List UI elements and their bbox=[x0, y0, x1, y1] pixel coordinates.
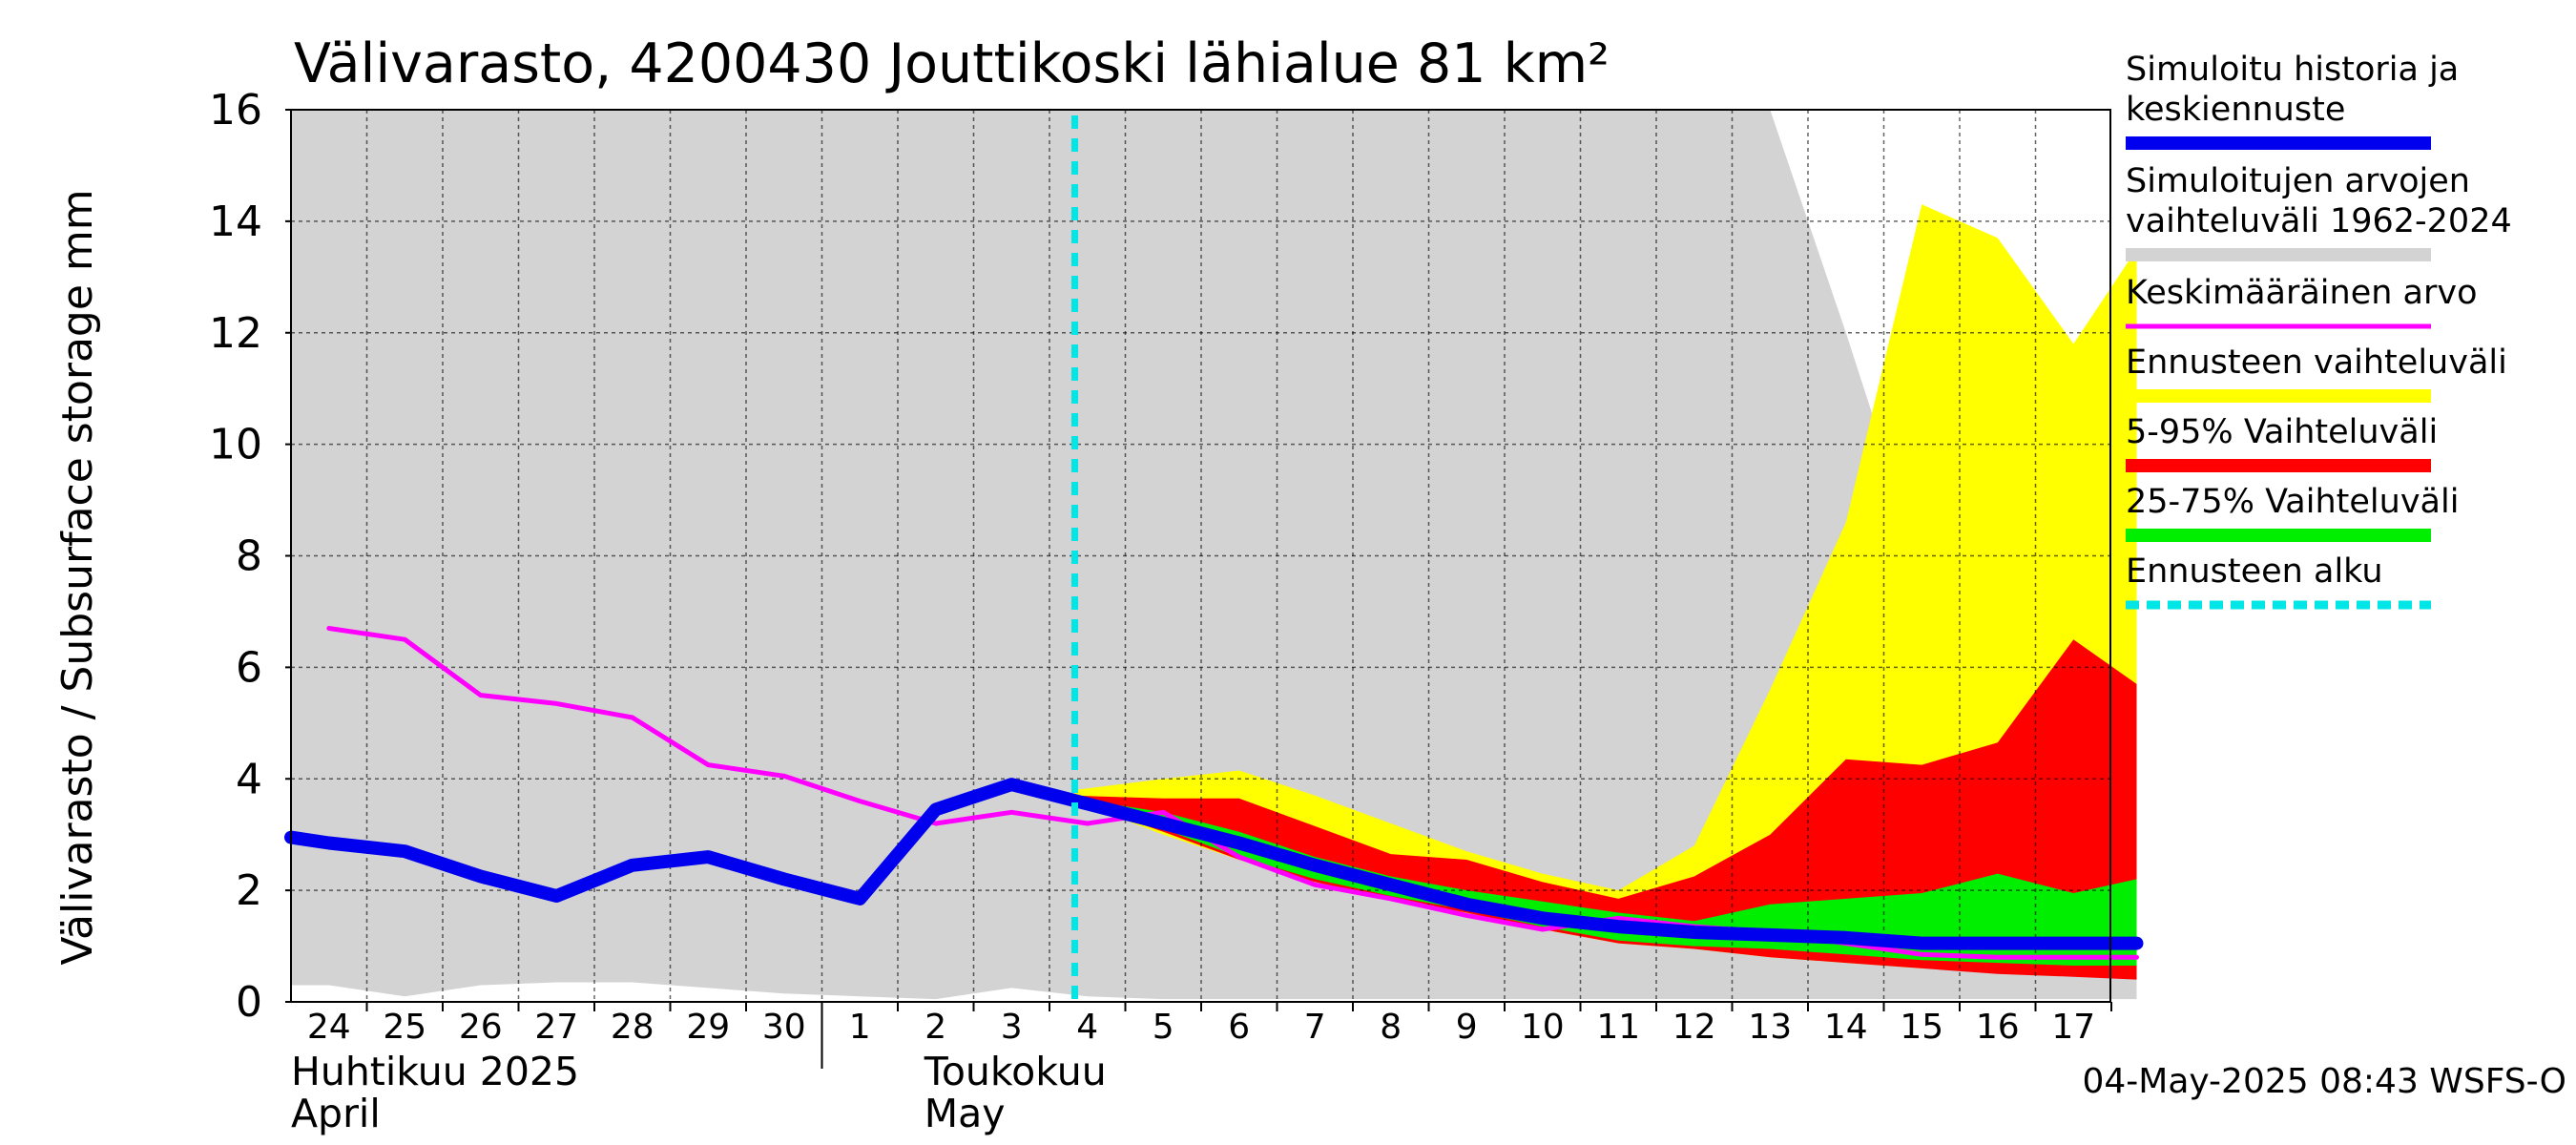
timestamp-label: 04-May-2025 08:43 WSFS-O bbox=[2082, 1062, 2566, 1101]
grid bbox=[291, 110, 2110, 1002]
x-tick-label-17: 11 bbox=[1596, 1008, 1640, 1047]
legend: Simuloitu historia jakeskiennusteSimuloi… bbox=[2126, 51, 2512, 610]
plot-area bbox=[284, 110, 2144, 1002]
legend-label-3-0: Ennusteen vaihteluväli bbox=[2126, 344, 2507, 382]
x-tick-label-6: 30 bbox=[762, 1008, 806, 1047]
x-tick-label-21: 15 bbox=[1900, 1008, 1943, 1047]
legend-label-6-0: Ennusteen alku bbox=[2126, 552, 2383, 591]
month-label-en-1: May bbox=[924, 1091, 1006, 1136]
x-tick-label-9: 3 bbox=[1001, 1008, 1023, 1047]
x-tick-label-12: 6 bbox=[1228, 1008, 1250, 1047]
x-tick-label-5: 29 bbox=[686, 1008, 730, 1047]
y-tick-label-1: 2 bbox=[236, 866, 262, 915]
legend-label-1-0: Simuloitujen arvojen bbox=[2126, 162, 2470, 200]
legend-item-6: Ennusteen alku bbox=[2126, 552, 2431, 610]
y-tick-label-6: 12 bbox=[209, 309, 262, 358]
x-tick-label-1: 25 bbox=[383, 1008, 426, 1047]
x-tick-label-2: 26 bbox=[459, 1008, 503, 1047]
y-tick-label-8: 16 bbox=[209, 86, 262, 135]
legend-item-3: Ennusteen vaihteluväli bbox=[2126, 344, 2507, 403]
x-tick-label-18: 12 bbox=[1672, 1008, 1716, 1047]
legend-label-4-0: 5-95% Vaihteluväli bbox=[2126, 413, 2438, 451]
legend-item-4: 5-95% Vaihteluväli bbox=[2126, 413, 2438, 472]
x-tick-label-0: 24 bbox=[307, 1008, 351, 1047]
legend-item-5: 25-75% Vaihteluväli bbox=[2126, 483, 2459, 542]
x-tick-label-19: 13 bbox=[1748, 1008, 1792, 1047]
x-tick-label-4: 28 bbox=[611, 1008, 654, 1047]
month-label-fi-0: Huhtikuu 2025 bbox=[291, 1049, 579, 1094]
x-tick-label-16: 10 bbox=[1521, 1008, 1565, 1047]
y-tick-label-7: 14 bbox=[209, 198, 262, 246]
month-label-en-0: April bbox=[291, 1091, 381, 1136]
x-tick-label-13: 7 bbox=[1304, 1008, 1326, 1047]
x-tick-label-8: 2 bbox=[924, 1008, 946, 1047]
y-tick-label-5: 10 bbox=[209, 421, 262, 469]
x-tick-label-20: 14 bbox=[1824, 1008, 1868, 1047]
legend-item-2: Keskimääräinen arvo bbox=[2126, 274, 2478, 329]
x-tick-label-15: 9 bbox=[1456, 1008, 1478, 1047]
x-tick-label-7: 1 bbox=[849, 1008, 871, 1047]
y-tick-label-3: 6 bbox=[236, 643, 262, 692]
y-tick-label-0: 0 bbox=[236, 978, 262, 1027]
legend-label-5-0: 25-75% Vaihteluväli bbox=[2126, 483, 2459, 521]
x-tick-label-3: 27 bbox=[534, 1008, 578, 1047]
y-tick-label-2: 4 bbox=[236, 755, 262, 803]
range-band-3 bbox=[1074, 798, 2137, 966]
legend-label-0-0: Simuloitu historia ja bbox=[2126, 51, 2459, 89]
x-tick-label-22: 16 bbox=[1976, 1008, 2020, 1047]
y-tick-label-4: 8 bbox=[236, 532, 262, 581]
legend-label-1-1: vaihteluväli 1962-2024 bbox=[2126, 202, 2512, 240]
x-tick-label-23: 17 bbox=[2051, 1008, 2095, 1047]
series-line-1 bbox=[284, 778, 2144, 950]
range-band-2 bbox=[1074, 639, 2137, 980]
x-tick-label-11: 5 bbox=[1153, 1008, 1174, 1047]
x-tick-label-10: 4 bbox=[1076, 1008, 1098, 1047]
x-tick-label-14: 8 bbox=[1380, 1008, 1402, 1047]
chart-title: Välivarasto, 4200430 Jouttikoski lähialu… bbox=[294, 32, 1610, 95]
y-axis-label: Välivarasto / Subsurface storage mm bbox=[53, 189, 102, 965]
month-label-fi-1: Toukokuu bbox=[924, 1049, 1107, 1094]
legend-label-2-0: Keskimääräinen arvo bbox=[2126, 274, 2478, 312]
legend-label-0-1: keskiennuste bbox=[2126, 91, 2345, 129]
